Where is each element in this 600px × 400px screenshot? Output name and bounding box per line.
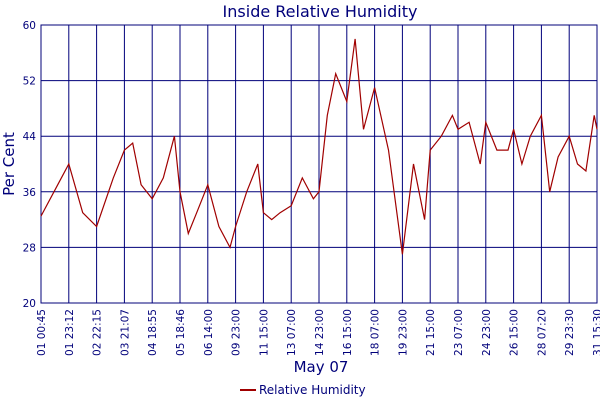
x-tick-label: 01 00:45: [36, 309, 48, 356]
x-tick-label: 26 15:00: [509, 309, 521, 356]
x-tick-label: 04 18:55: [147, 309, 159, 356]
x-tick-label: 24 23:00: [481, 309, 493, 356]
x-tick-label: 19 23:00: [397, 309, 409, 356]
x-tick-label: 18 07:00: [370, 309, 382, 356]
x-tick-label: 14 23:00: [314, 309, 326, 356]
x-tick-label: 23 07:00: [453, 309, 465, 356]
y-axis-title: Per Cent: [0, 132, 18, 196]
x-tick-label: 21 15:00: [425, 309, 437, 356]
y-tick-label: 28: [23, 242, 36, 254]
y-tick-label: 20: [23, 298, 36, 310]
series-relative-humidity: [40, 38, 598, 255]
y-tick-label: 52: [23, 76, 36, 88]
x-tick-label: 05 18:46: [175, 309, 187, 356]
plot-frame: [40, 24, 598, 304]
y-tick-label: 60: [23, 20, 36, 32]
x-tick-label: 31 15:30: [592, 309, 600, 356]
x-tick-label: 03 21:07: [119, 309, 131, 356]
y-tick-labels: 20 28 36 44 52 60: [23, 20, 37, 310]
chart-title: Inside Relative Humidity: [223, 2, 418, 21]
x-tick-label: 16 15:00: [342, 309, 354, 356]
x-tick-label: 28 07:20: [536, 309, 548, 356]
x-tick-label: 06 14:00: [203, 309, 215, 356]
x-tick-label: 01 23:12: [64, 309, 76, 356]
y-tick-label: 36: [23, 187, 37, 199]
grid-lines: [40, 24, 598, 304]
x-tick-label: 29 23:30: [564, 309, 576, 356]
x-tick-labels: 01 00:45 01 23:12 02 22:15 03 21:07 04 18:55…: [36, 309, 600, 356]
x-axis-title: May 07: [294, 358, 349, 376]
x-tick-label: 13 07:00: [286, 309, 298, 356]
legend: Relative Humidity: [240, 383, 366, 397]
x-tick-label: 09 23:00: [231, 309, 243, 356]
y-tick-label: 44: [23, 131, 37, 143]
legend-label: Relative Humidity: [259, 383, 366, 397]
x-tick-label: 02 22:15: [92, 309, 104, 356]
x-tick-label: 11 15:00: [258, 309, 270, 356]
